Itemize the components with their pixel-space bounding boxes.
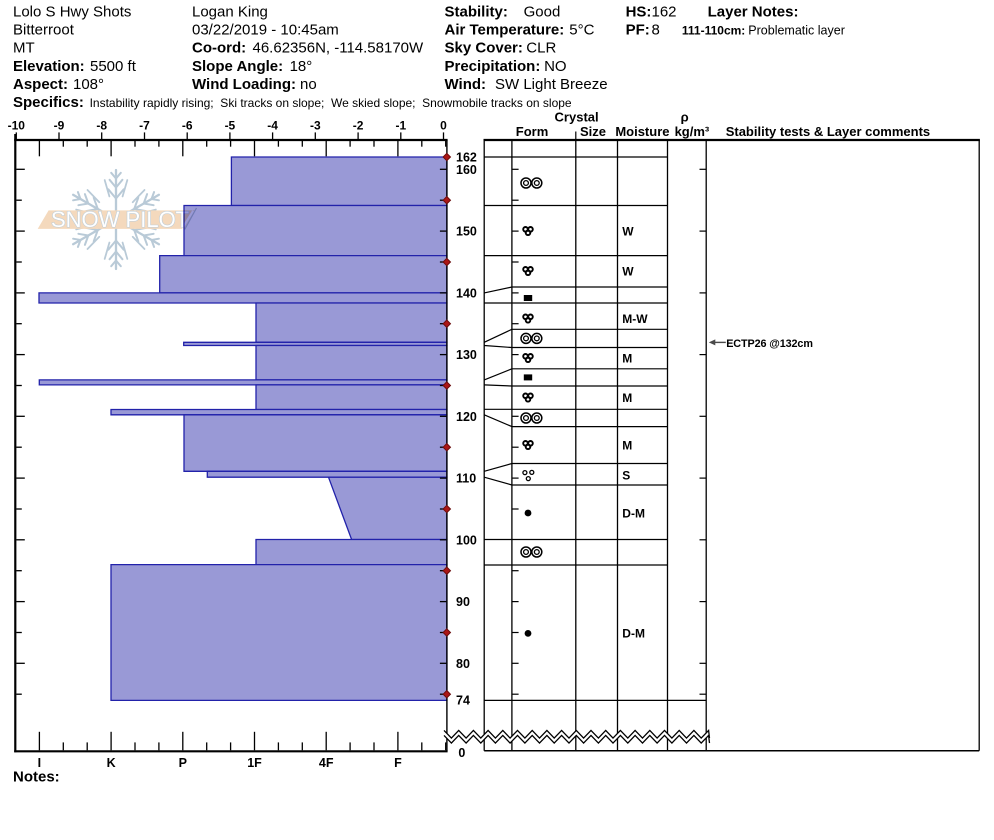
svg-text:Lolo S Hwy Shots: Lolo S Hwy Shots [13, 4, 131, 21]
svg-text:120: 120 [456, 410, 477, 424]
svg-text:Aspect:108°: Aspect: 108° [13, 76, 104, 93]
svg-text:Crystal: Crystal [555, 110, 599, 125]
svg-text:111-110cm:Problematic layer: 111-110cm: Problematic layer [682, 24, 845, 38]
svg-text:K: K [107, 756, 116, 770]
svg-text:-9: -9 [54, 119, 65, 133]
svg-text:Stability:Good: Stability: Good [445, 4, 561, 21]
svg-text:Wind Loading:no: Wind Loading: no [192, 76, 317, 93]
svg-text:P: P [179, 756, 187, 770]
svg-text:90: 90 [456, 595, 470, 609]
svg-text:M-W: M-W [622, 312, 648, 326]
svg-text:100: 100 [456, 533, 477, 547]
svg-text:S: S [622, 468, 630, 482]
svg-text:-4: -4 [267, 119, 278, 133]
svg-text:110: 110 [456, 472, 476, 486]
svg-text:Logan King: Logan King [192, 4, 268, 21]
svg-text:ECTP26 @132cm: ECTP26 @132cm [726, 338, 813, 350]
svg-text:M: M [622, 351, 632, 365]
svg-text:M: M [622, 391, 632, 405]
svg-text:Stability tests & Layer commen: Stability tests & Layer comments [726, 124, 930, 139]
svg-text:0: 0 [458, 746, 465, 760]
svg-text:Moisture: Moisture [615, 124, 669, 139]
svg-text:Wind:SW Light Breeze: Wind: SW Light Breeze [445, 76, 608, 93]
svg-text:74: 74 [456, 694, 470, 708]
svg-text:Size: Size [580, 124, 606, 139]
svg-text:SNOW PILOT: SNOW PILOT [51, 207, 189, 232]
svg-text:-2: -2 [353, 119, 364, 133]
svg-text:PF:8: PF: 8 [626, 22, 660, 39]
svg-text:150: 150 [456, 225, 477, 239]
svg-text:-1: -1 [395, 119, 406, 133]
svg-text:Elevation:5500 ft: Elevation: 5500 ft [13, 58, 137, 75]
svg-text:-5: -5 [225, 119, 236, 133]
svg-text:Slope Angle:18°: Slope Angle: 18° [192, 58, 312, 75]
svg-text:0: 0 [440, 119, 447, 133]
svg-text:Specifics:Instability rapidly: Specifics: Instability rapidly rising; Sk… [13, 94, 572, 111]
svg-text:-10: -10 [8, 119, 26, 133]
svg-text:130: 130 [456, 348, 477, 362]
svg-text:80: 80 [456, 657, 470, 671]
svg-text:1F: 1F [247, 756, 262, 770]
svg-text:M: M [622, 438, 632, 452]
svg-text:140: 140 [456, 287, 477, 301]
svg-text:D-M: D-M [622, 506, 645, 520]
svg-text:Air Temperature:5°C: Air Temperature: 5°C [445, 22, 595, 39]
svg-text:Layer Notes:: Layer Notes: [708, 4, 799, 21]
svg-text:HS:162: HS:162 [626, 4, 677, 21]
svg-text:D-M: D-M [622, 627, 645, 641]
svg-text:Notes:: Notes: [13, 769, 60, 786]
svg-text:03/22/2019 - 10:45am: 03/22/2019 - 10:45am [192, 22, 339, 39]
svg-text:Sky Cover:CLR: Sky Cover: CLR [445, 40, 557, 57]
svg-text:F: F [394, 756, 402, 770]
svg-text:4F: 4F [319, 756, 334, 770]
svg-text:W: W [622, 224, 634, 238]
svg-text:-6: -6 [182, 119, 193, 133]
svg-text:W: W [622, 264, 634, 278]
svg-text:ρ: ρ [681, 110, 689, 125]
svg-text:kg/m³: kg/m³ [675, 124, 710, 139]
svg-text:162: 162 [456, 151, 477, 165]
svg-text:I: I [38, 756, 41, 770]
svg-text:Bitterroot: Bitterroot [13, 22, 75, 39]
svg-text:Form: Form [516, 124, 549, 139]
svg-text:MT: MT [13, 40, 35, 57]
svg-text:Co-ord:46.62356N, -114.58170W: Co-ord: 46.62356N, -114.58170W [192, 40, 424, 57]
svg-text:-3: -3 [310, 119, 321, 133]
svg-text:Precipitation:NO: Precipitation: NO [445, 58, 567, 75]
svg-text:-7: -7 [139, 119, 150, 133]
svg-text:160: 160 [456, 163, 477, 177]
svg-text:-8: -8 [96, 119, 107, 133]
